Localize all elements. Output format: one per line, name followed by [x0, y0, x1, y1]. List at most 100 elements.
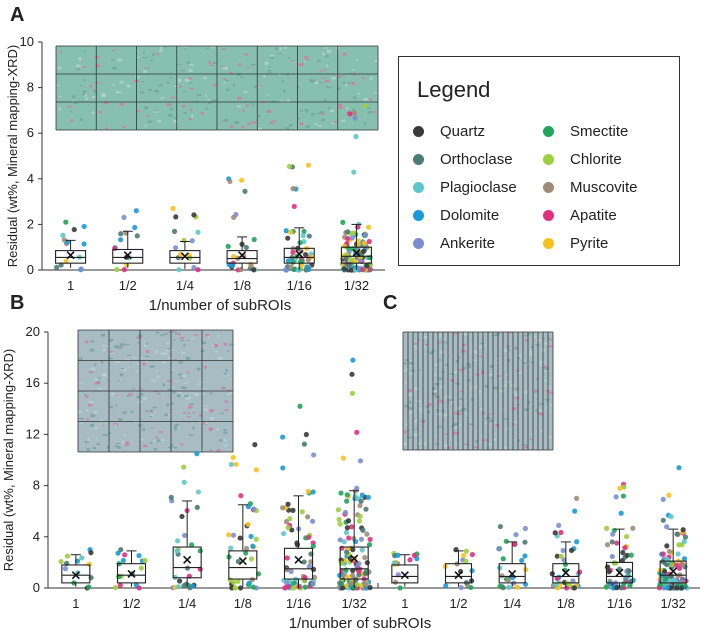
thumbnail-speckle: [431, 349, 436, 352]
thumbnail-speckle: [478, 345, 482, 349]
thumbnail-speckle: [156, 370, 159, 372]
thumbnail-speckle: [436, 409, 439, 413]
thumbnail-speckle: [177, 64, 182, 66]
mean-marker: [295, 249, 304, 259]
thumbnail-speckle: [404, 369, 408, 372]
thumbnail-speckle: [95, 81, 100, 84]
data-point: [618, 510, 624, 516]
thumbnail-speckle: [343, 52, 347, 56]
data-point: [469, 568, 475, 574]
data-point: [554, 553, 560, 559]
thumbnail-speckle: [266, 94, 270, 96]
data-point: [231, 254, 237, 260]
data-point: [343, 567, 349, 573]
x-tick-label: 1/32: [661, 596, 686, 611]
data-point: [232, 585, 238, 591]
thumbnail-speckle: [489, 365, 493, 368]
thumbnail-speckle: [174, 380, 180, 382]
thumbnail-speckle: [177, 391, 183, 394]
data-point: [344, 492, 350, 498]
thumbnail-speckle: [535, 409, 539, 412]
data-point: [173, 214, 179, 220]
thumbnail-speckle: [187, 405, 193, 409]
thumbnail-speckle: [450, 379, 455, 382]
thumbnail-a: [55, 45, 380, 131]
thumbnail-speckle: [223, 66, 229, 70]
thumbnail-speckle: [489, 373, 493, 376]
thumbnail-speckle: [126, 354, 132, 356]
thumbnail-speckle: [160, 334, 164, 337]
thumbnail-speckle: [194, 393, 200, 396]
thumbnail-speckle: [180, 339, 184, 342]
thumbnail-speckle: [187, 371, 190, 374]
thumbnail-speckle: [119, 373, 124, 377]
thumbnail-speckle: [361, 77, 365, 79]
data-point: [251, 267, 257, 273]
thumbnail-speckle: [80, 423, 83, 425]
thumbnail-speckle: [223, 374, 229, 377]
thumbnail-speckle: [168, 356, 173, 360]
y-tick-label: 20: [26, 324, 40, 339]
thumbnail-speckle: [146, 115, 149, 118]
data-point: [443, 583, 449, 589]
legend-label: Apatite: [570, 207, 617, 224]
thumbnail-speckle: [413, 418, 416, 420]
data-point: [500, 585, 506, 591]
thumbnail-speckle: [325, 86, 329, 88]
thumbnail-speckle: [119, 103, 124, 106]
thumbnail-speckle: [229, 71, 233, 75]
thumbnail-speckle: [84, 441, 89, 444]
panel-letter-c: C: [383, 292, 398, 314]
data-point: [242, 188, 248, 194]
thumbnail-speckle: [317, 124, 322, 127]
data-point: [246, 580, 252, 586]
thumbnail-speckle: [405, 423, 409, 426]
thumbnail-speckle: [473, 386, 478, 389]
data-point: [284, 567, 290, 573]
data-point: [571, 585, 578, 591]
data-point: [249, 577, 255, 583]
data-point: [568, 547, 575, 553]
thumbnail-speckle: [305, 125, 311, 128]
thumbnail-speckle: [110, 393, 115, 396]
data-point: [302, 251, 309, 258]
data-point: [354, 429, 360, 435]
thumbnail-speckle: [538, 409, 544, 412]
data-point: [305, 162, 312, 168]
data-point: [63, 219, 69, 225]
thumbnail-speckle: [142, 57, 147, 59]
thumbnail-speckle: [59, 51, 63, 54]
mean-marker: [454, 571, 463, 580]
thumbnail-speckle: [363, 98, 368, 101]
thumbnail-speckle: [296, 86, 300, 88]
thumbnail-speckle: [79, 84, 83, 87]
data-point: [499, 573, 505, 579]
mean-marker: [123, 251, 132, 260]
data-point: [182, 532, 188, 539]
data-point: [288, 264, 294, 270]
thumbnail-speckle: [450, 401, 455, 404]
thumbnail-speckle: [503, 349, 509, 352]
thumbnail-speckle: [489, 419, 493, 423]
data-point: [88, 575, 94, 581]
thumbnail-speckle: [438, 377, 443, 380]
data-point: [245, 521, 251, 527]
thumbnail-speckle: [518, 354, 522, 357]
thumbnail-speckle: [546, 385, 552, 387]
thumbnail-speckle: [453, 370, 458, 374]
thumbnail-speckle: [545, 398, 550, 401]
data-point: [617, 485, 623, 491]
thumbnail-speckle: [110, 352, 114, 354]
thumbnail-speckle: [319, 70, 324, 72]
data-point: [572, 508, 578, 514]
data-point: [285, 501, 291, 507]
box: [339, 546, 369, 580]
thumbnail-speckle: [149, 442, 153, 445]
data-point: [680, 579, 687, 585]
data-point: [136, 552, 142, 559]
thumbnail-speckle: [420, 410, 424, 413]
mean-marker: [127, 569, 136, 578]
thumbnail-speckle: [448, 446, 451, 450]
thumbnail-speckle: [167, 113, 173, 117]
box: [169, 250, 201, 264]
